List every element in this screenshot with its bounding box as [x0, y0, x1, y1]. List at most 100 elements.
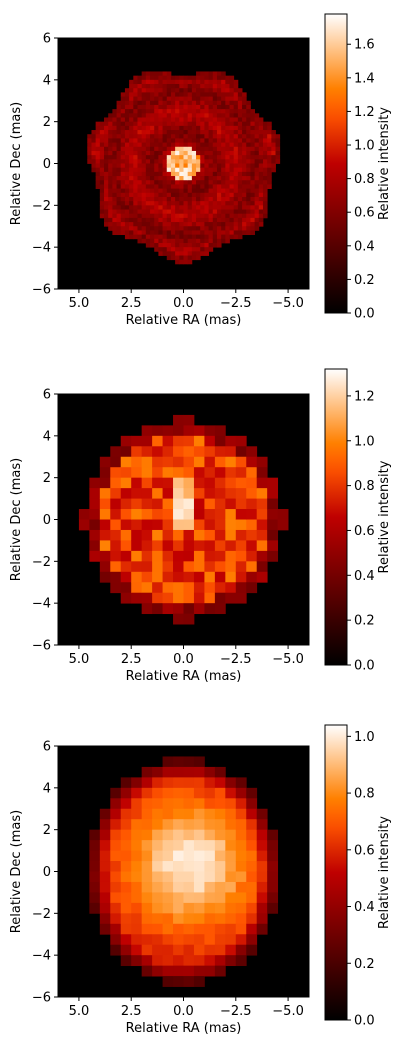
- image-pixel: [196, 88, 201, 93]
- image-pixel: [104, 142, 109, 148]
- image-pixel: [129, 92, 134, 97]
- image-pixel: [246, 808, 258, 820]
- image-pixel: [204, 540, 216, 552]
- image-pixel: [170, 188, 176, 194]
- image-pixel: [179, 184, 184, 189]
- image-pixel: [204, 125, 209, 131]
- image-pixel: [141, 138, 147, 143]
- image-pixel: [250, 117, 256, 123]
- image-pixel: [112, 142, 117, 148]
- image-pixel: [104, 213, 109, 219]
- image-pixel: [166, 88, 172, 93]
- image-pixel: [89, 477, 101, 489]
- image-pixel: [237, 159, 243, 164]
- image-pixel: [170, 238, 176, 244]
- image-pixel: [187, 150, 193, 156]
- image-pixel: [162, 242, 168, 248]
- image-pixel: [214, 881, 226, 893]
- image-pixel: [267, 498, 279, 510]
- image-pixel: [183, 167, 189, 173]
- image-pixel: [258, 180, 264, 185]
- image-pixel: [216, 142, 222, 148]
- image-pixel: [212, 150, 218, 156]
- image-pixel: [166, 117, 172, 123]
- image-pixel: [183, 188, 189, 194]
- image-pixel: [175, 180, 180, 185]
- image-pixel: [99, 571, 111, 583]
- image-pixel: [233, 192, 239, 198]
- image-pixel: [162, 171, 168, 177]
- image-pixel: [187, 113, 193, 118]
- image-pixel: [99, 540, 111, 552]
- image-pixel: [196, 134, 201, 139]
- image-pixel: [87, 138, 92, 143]
- image-pixel: [246, 529, 258, 541]
- image-pixel: [212, 176, 218, 181]
- image-pixel: [170, 234, 176, 240]
- image-pixel: [175, 234, 180, 240]
- image-pixel: [116, 150, 122, 156]
- x-tick-label: −5.0: [272, 296, 304, 311]
- image-pixel: [250, 150, 256, 156]
- image-pixel: [141, 498, 153, 510]
- image-pixel: [131, 456, 143, 468]
- image-pixel: [162, 238, 168, 244]
- image-pixel: [183, 913, 195, 925]
- image-pixel: [233, 209, 239, 215]
- image-pixel: [256, 871, 268, 883]
- image-pixel: [246, 840, 258, 851]
- image-pixel: [152, 425, 163, 437]
- image-pixel: [104, 217, 109, 223]
- image-pixel: [120, 150, 126, 156]
- image-pixel: [187, 247, 193, 252]
- y-tick-label: 2: [43, 115, 51, 130]
- image-pixel: [225, 913, 237, 925]
- image-pixel: [216, 171, 222, 177]
- image-pixel: [267, 529, 279, 541]
- image-pixel: [183, 142, 189, 148]
- image-pixel: [112, 125, 117, 131]
- image-pixel: [191, 79, 197, 85]
- image-pixel: [99, 923, 111, 935]
- image-pixel: [208, 226, 214, 231]
- image-pixel: [196, 125, 201, 131]
- image-pixel: [120, 456, 132, 468]
- image-pixel: [175, 259, 180, 265]
- image-pixel: [193, 756, 205, 768]
- image-pixel: [145, 121, 151, 127]
- image-pixel: [183, 861, 195, 872]
- image-pixel: [229, 230, 235, 236]
- image-pixel: [214, 798, 226, 810]
- image-pixel: [183, 79, 189, 85]
- colorbar-tick-label: 0.8: [354, 479, 375, 494]
- image-pixel: [108, 196, 113, 202]
- image-pixel: [246, 540, 258, 552]
- image-pixel: [124, 196, 130, 202]
- image-pixel: [150, 196, 155, 202]
- image-pixel: [91, 155, 97, 160]
- image-pixel: [193, 965, 205, 977]
- image-pixel: [193, 976, 205, 987]
- image-pixel: [250, 217, 256, 223]
- image-pixel: [99, 196, 105, 202]
- image-pixel: [133, 180, 138, 185]
- image-pixel: [262, 150, 268, 156]
- image-pixel: [193, 861, 205, 872]
- image-pixel: [208, 142, 214, 148]
- image-pixel: [137, 209, 143, 215]
- image-pixel: [141, 861, 153, 872]
- image-pixel: [158, 104, 163, 110]
- image-pixel: [216, 222, 222, 227]
- image-pixel: [225, 488, 237, 499]
- y-axis-label: Relative Dec (mas): [9, 810, 24, 933]
- image-pixel: [129, 100, 134, 106]
- image-pixel: [99, 138, 105, 143]
- image-pixel: [225, 134, 230, 139]
- image-pixel: [237, 117, 243, 123]
- image-pixel: [246, 881, 258, 893]
- image-pixel: [95, 167, 101, 173]
- image-pixel: [162, 592, 174, 604]
- image-pixel: [137, 213, 143, 219]
- image-pixel: [108, 121, 113, 127]
- image-pixel: [221, 79, 226, 85]
